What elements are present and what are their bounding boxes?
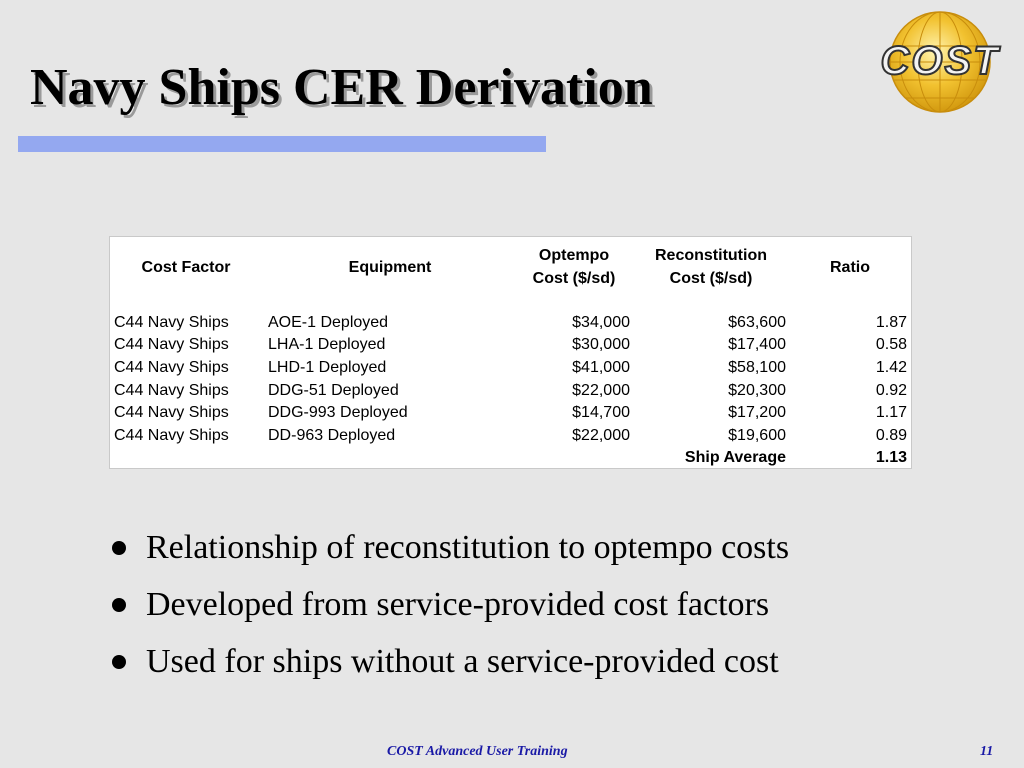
bullet-dot-icon xyxy=(112,541,126,556)
cell-optempo: $22,000 xyxy=(572,427,630,444)
table-row: C44 Navy Ships DD-963 Deployed $22,000 $… xyxy=(110,425,911,447)
ship-average-label: Ship Average xyxy=(684,449,786,466)
cell-reconstitution: $17,200 xyxy=(728,404,786,421)
header-equipment: Equipment xyxy=(348,259,432,276)
cell-equipment: AOE-1 Deployed xyxy=(268,314,389,331)
logo-text: COST xyxy=(880,39,1001,83)
cell-cost-factor: C44 Navy Ships xyxy=(114,382,229,399)
cell-cost-factor: C44 Navy Ships xyxy=(114,359,229,376)
cost-logo: COST xyxy=(879,11,1001,113)
cell-optempo: $14,700 xyxy=(572,404,630,421)
slide-title: Navy Ships CER Derivation xyxy=(30,59,653,116)
bullet-text: Developed from service-provided cost fac… xyxy=(146,586,770,623)
header-optempo-line1: Optempo xyxy=(538,247,610,264)
table-row: C44 Navy Ships LHA-1 Deployed $30,000 $1… xyxy=(110,334,911,356)
cell-cost-factor: C44 Navy Ships xyxy=(114,336,229,353)
header-optempo-line2: Cost ($/sd) xyxy=(532,270,616,287)
cell-ratio: 0.58 xyxy=(875,336,907,353)
cell-optempo: $41,000 xyxy=(572,359,630,376)
bullet-item: Used for ships without a service-provide… xyxy=(112,640,789,697)
cell-reconstitution: $20,300 xyxy=(728,382,786,399)
cell-optempo: $34,000 xyxy=(572,314,630,331)
bullet-dot-icon xyxy=(112,598,126,613)
header-reconstitution-line1: Reconstitution xyxy=(655,247,767,264)
table-row: C44 Navy Ships AOE-1 Deployed $34,000 $6… xyxy=(110,312,911,334)
bullet-text: Relationship of reconstitution to optemp… xyxy=(146,529,790,566)
bullet-dot-icon xyxy=(112,655,126,670)
table-row: C44 Navy Ships DDG-51 Deployed $22,000 $… xyxy=(110,380,911,402)
cell-reconstitution: $58,100 xyxy=(728,359,786,376)
cell-equipment: DD-963 Deployed xyxy=(268,427,396,444)
bullet-item: Relationship of reconstitution to optemp… xyxy=(112,526,789,583)
cell-equipment: DDG-51 Deployed xyxy=(268,382,399,399)
header-cost-factor: Cost Factor xyxy=(141,259,231,276)
cell-ratio: 1.17 xyxy=(875,404,907,421)
ship-average-ratio: 1.13 xyxy=(875,449,907,466)
cell-reconstitution: $17,400 xyxy=(728,336,786,353)
footer-text: COST Advanced User Training xyxy=(387,744,568,759)
cell-optempo: $30,000 xyxy=(572,336,630,353)
cell-equipment: LHD-1 Deployed xyxy=(268,359,387,376)
table-row: C44 Navy Ships DDG-993 Deployed $14,700 … xyxy=(110,402,911,424)
cell-equipment: DDG-993 Deployed xyxy=(268,404,408,421)
cell-equipment: LHA-1 Deployed xyxy=(268,336,386,353)
header-ratio: Ratio xyxy=(830,259,870,276)
cost-factor-table: Cost Factor Equipment Optempo Cost ($/sd… xyxy=(109,236,912,469)
table-row: C44 Navy Ships LHD-1 Deployed $41,000 $5… xyxy=(110,357,911,379)
title-underline-bar xyxy=(18,136,546,152)
globe-icon xyxy=(889,11,991,113)
bullet-item: Developed from service-provided cost fac… xyxy=(112,583,789,640)
cell-ratio: 0.89 xyxy=(875,427,907,444)
cell-optempo: $22,000 xyxy=(572,382,630,399)
page-number: 11 xyxy=(980,744,994,759)
cell-ratio: 0.92 xyxy=(875,382,907,399)
cell-ratio: 1.87 xyxy=(875,314,907,331)
cell-cost-factor: C44 Navy Ships xyxy=(114,404,229,421)
summary-row: Ship Average 1.13 xyxy=(110,447,911,469)
cell-reconstitution: $19,600 xyxy=(728,427,786,444)
bullet-list: Relationship of reconstitution to optemp… xyxy=(112,526,789,697)
cell-ratio: 1.42 xyxy=(875,359,907,376)
cell-reconstitution: $63,600 xyxy=(728,314,786,331)
bullet-text: Used for ships without a service-provide… xyxy=(146,643,779,680)
cell-cost-factor: C44 Navy Ships xyxy=(114,427,229,444)
header-reconstitution-line2: Cost ($/sd) xyxy=(669,270,753,287)
cell-cost-factor: C44 Navy Ships xyxy=(114,314,229,331)
